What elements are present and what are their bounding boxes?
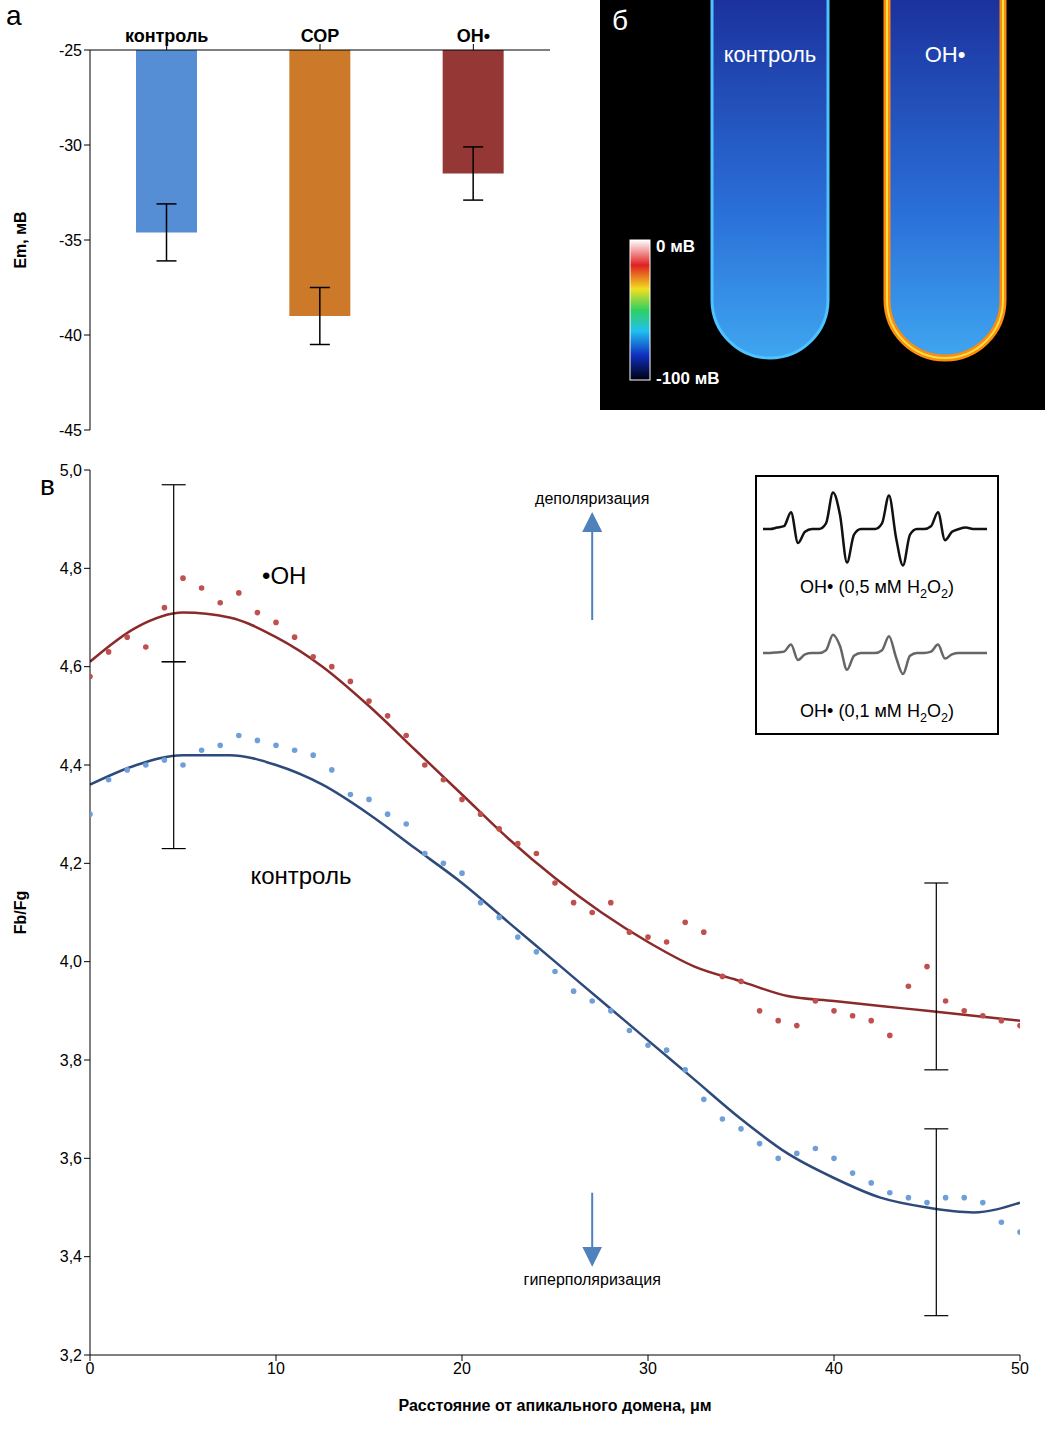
html-text:•OH: •OH bbox=[262, 562, 307, 590]
html-text:в: в bbox=[40, 470, 55, 501]
html-text:контроль: контроль bbox=[250, 862, 352, 890]
svg-text:5,0: 5,0 bbox=[60, 462, 82, 479]
svg-text:0: 0 bbox=[86, 1360, 95, 1377]
html-text:гиперполяризация: гиперполяризация bbox=[523, 1271, 661, 1289]
svg-text:3,2: 3,2 bbox=[60, 1347, 82, 1364]
svg-text:Em, мВ: Em, мВ bbox=[12, 211, 29, 268]
svg-text:OH•: OH• bbox=[925, 42, 966, 67]
svg-text:б: б bbox=[612, 5, 628, 36]
svg-text:ОН•: ОН• bbox=[457, 26, 490, 46]
svg-text:4,4: 4,4 bbox=[60, 757, 82, 774]
svg-text:3,6: 3,6 bbox=[60, 1150, 82, 1167]
svg-text:-25: -25 bbox=[59, 42, 82, 59]
html-text:а: а bbox=[6, 0, 22, 31]
svg-text:4,2: 4,2 bbox=[60, 855, 82, 872]
svg-text:контроль: контроль bbox=[125, 26, 209, 46]
svg-text:0 мВ: 0 мВ bbox=[656, 237, 695, 256]
html-text:O H • (0, 5 м М H2O2): O H • (0, 5 м М H2O2) bbox=[800, 577, 954, 601]
svg-text:3,4: 3,4 bbox=[60, 1248, 82, 1265]
svg-text:4,0: 4,0 bbox=[60, 953, 82, 970]
svg-text:Расстояние от апикального доме: Расстояние от апикального домена, μм bbox=[398, 1397, 711, 1414]
svg-text:50: 50 bbox=[1011, 1360, 1029, 1377]
svg-text:40: 40 bbox=[825, 1360, 843, 1377]
html-text:O H • (0, 1 м М H2O2): O H • (0, 1 м М H2O2) bbox=[800, 701, 954, 725]
svg-text:-30: -30 bbox=[59, 137, 82, 154]
svg-text:СОР: СОР bbox=[301, 26, 340, 46]
svg-text:4,8: 4,8 bbox=[60, 560, 82, 577]
svg-text:20: 20 bbox=[453, 1360, 471, 1377]
svg-text:30: 30 bbox=[639, 1360, 657, 1377]
svg-text:контроль: контроль bbox=[724, 42, 817, 67]
svg-text:4,6: 4,6 bbox=[60, 658, 82, 675]
svg-text:-45: -45 bbox=[59, 422, 82, 439]
svg-text:-35: -35 bbox=[59, 232, 82, 249]
svg-text:-100 мВ: -100 мВ bbox=[656, 369, 720, 388]
svg-text:-40: -40 bbox=[59, 327, 82, 344]
svg-text:10: 10 bbox=[267, 1360, 285, 1377]
svg-text:3,8: 3,8 bbox=[60, 1052, 82, 1069]
svg-text:Fb/Fg: Fb/Fg bbox=[12, 891, 29, 935]
html-text:деполяризация: деполяризация bbox=[535, 490, 650, 507]
